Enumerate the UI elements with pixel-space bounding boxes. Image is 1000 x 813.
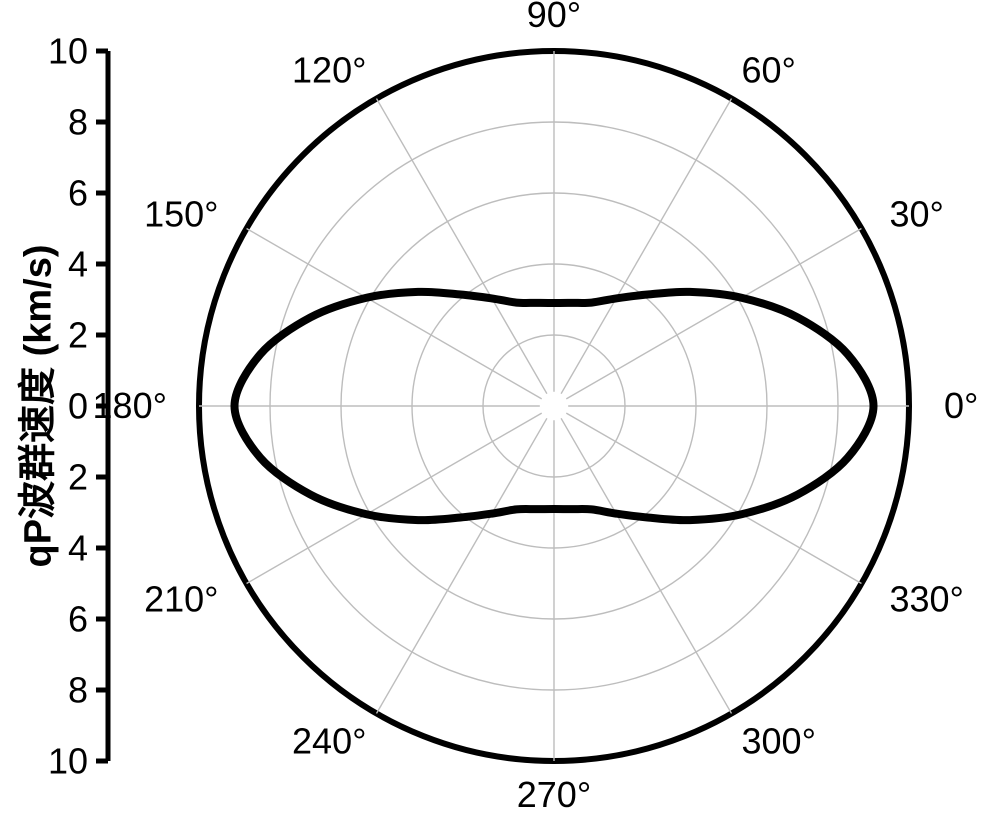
angle-label: 60° [742, 50, 796, 91]
angle-label: 210° [144, 579, 218, 620]
y-axis-title: qP波群速度 (km/s) [7, 244, 62, 567]
angle-label: 0° [944, 385, 978, 426]
y-tick-label: 6 [68, 599, 88, 640]
y-tick-label: 2 [68, 315, 88, 356]
chart-svg: 0°30°60°90°120°150°180°210°240°270°300°3… [0, 0, 1000, 813]
y-tick-label: 4 [68, 244, 88, 285]
angle-label: 330° [889, 579, 963, 620]
y-tick-label: 6 [68, 173, 88, 214]
y-tick-label: 8 [68, 102, 88, 143]
angle-label: 240° [292, 720, 366, 761]
y-tick-label: 10 [48, 741, 88, 782]
angle-label: 120° [292, 50, 366, 91]
y-tick-label: 0 [68, 386, 88, 427]
angle-label: 150° [144, 194, 218, 235]
angle-label: 90° [527, 0, 581, 35]
angle-label: 270° [517, 774, 591, 813]
angle-label: 30° [889, 194, 943, 235]
y-tick-label: 10 [48, 31, 88, 72]
angle-label: 300° [742, 720, 816, 761]
y-tick-label: 4 [68, 528, 88, 569]
y-tick-label: 2 [68, 457, 88, 498]
y-tick-label: 8 [68, 670, 88, 711]
polar-chart: 0°30°60°90°120°150°180°210°240°270°300°3… [0, 0, 1000, 813]
